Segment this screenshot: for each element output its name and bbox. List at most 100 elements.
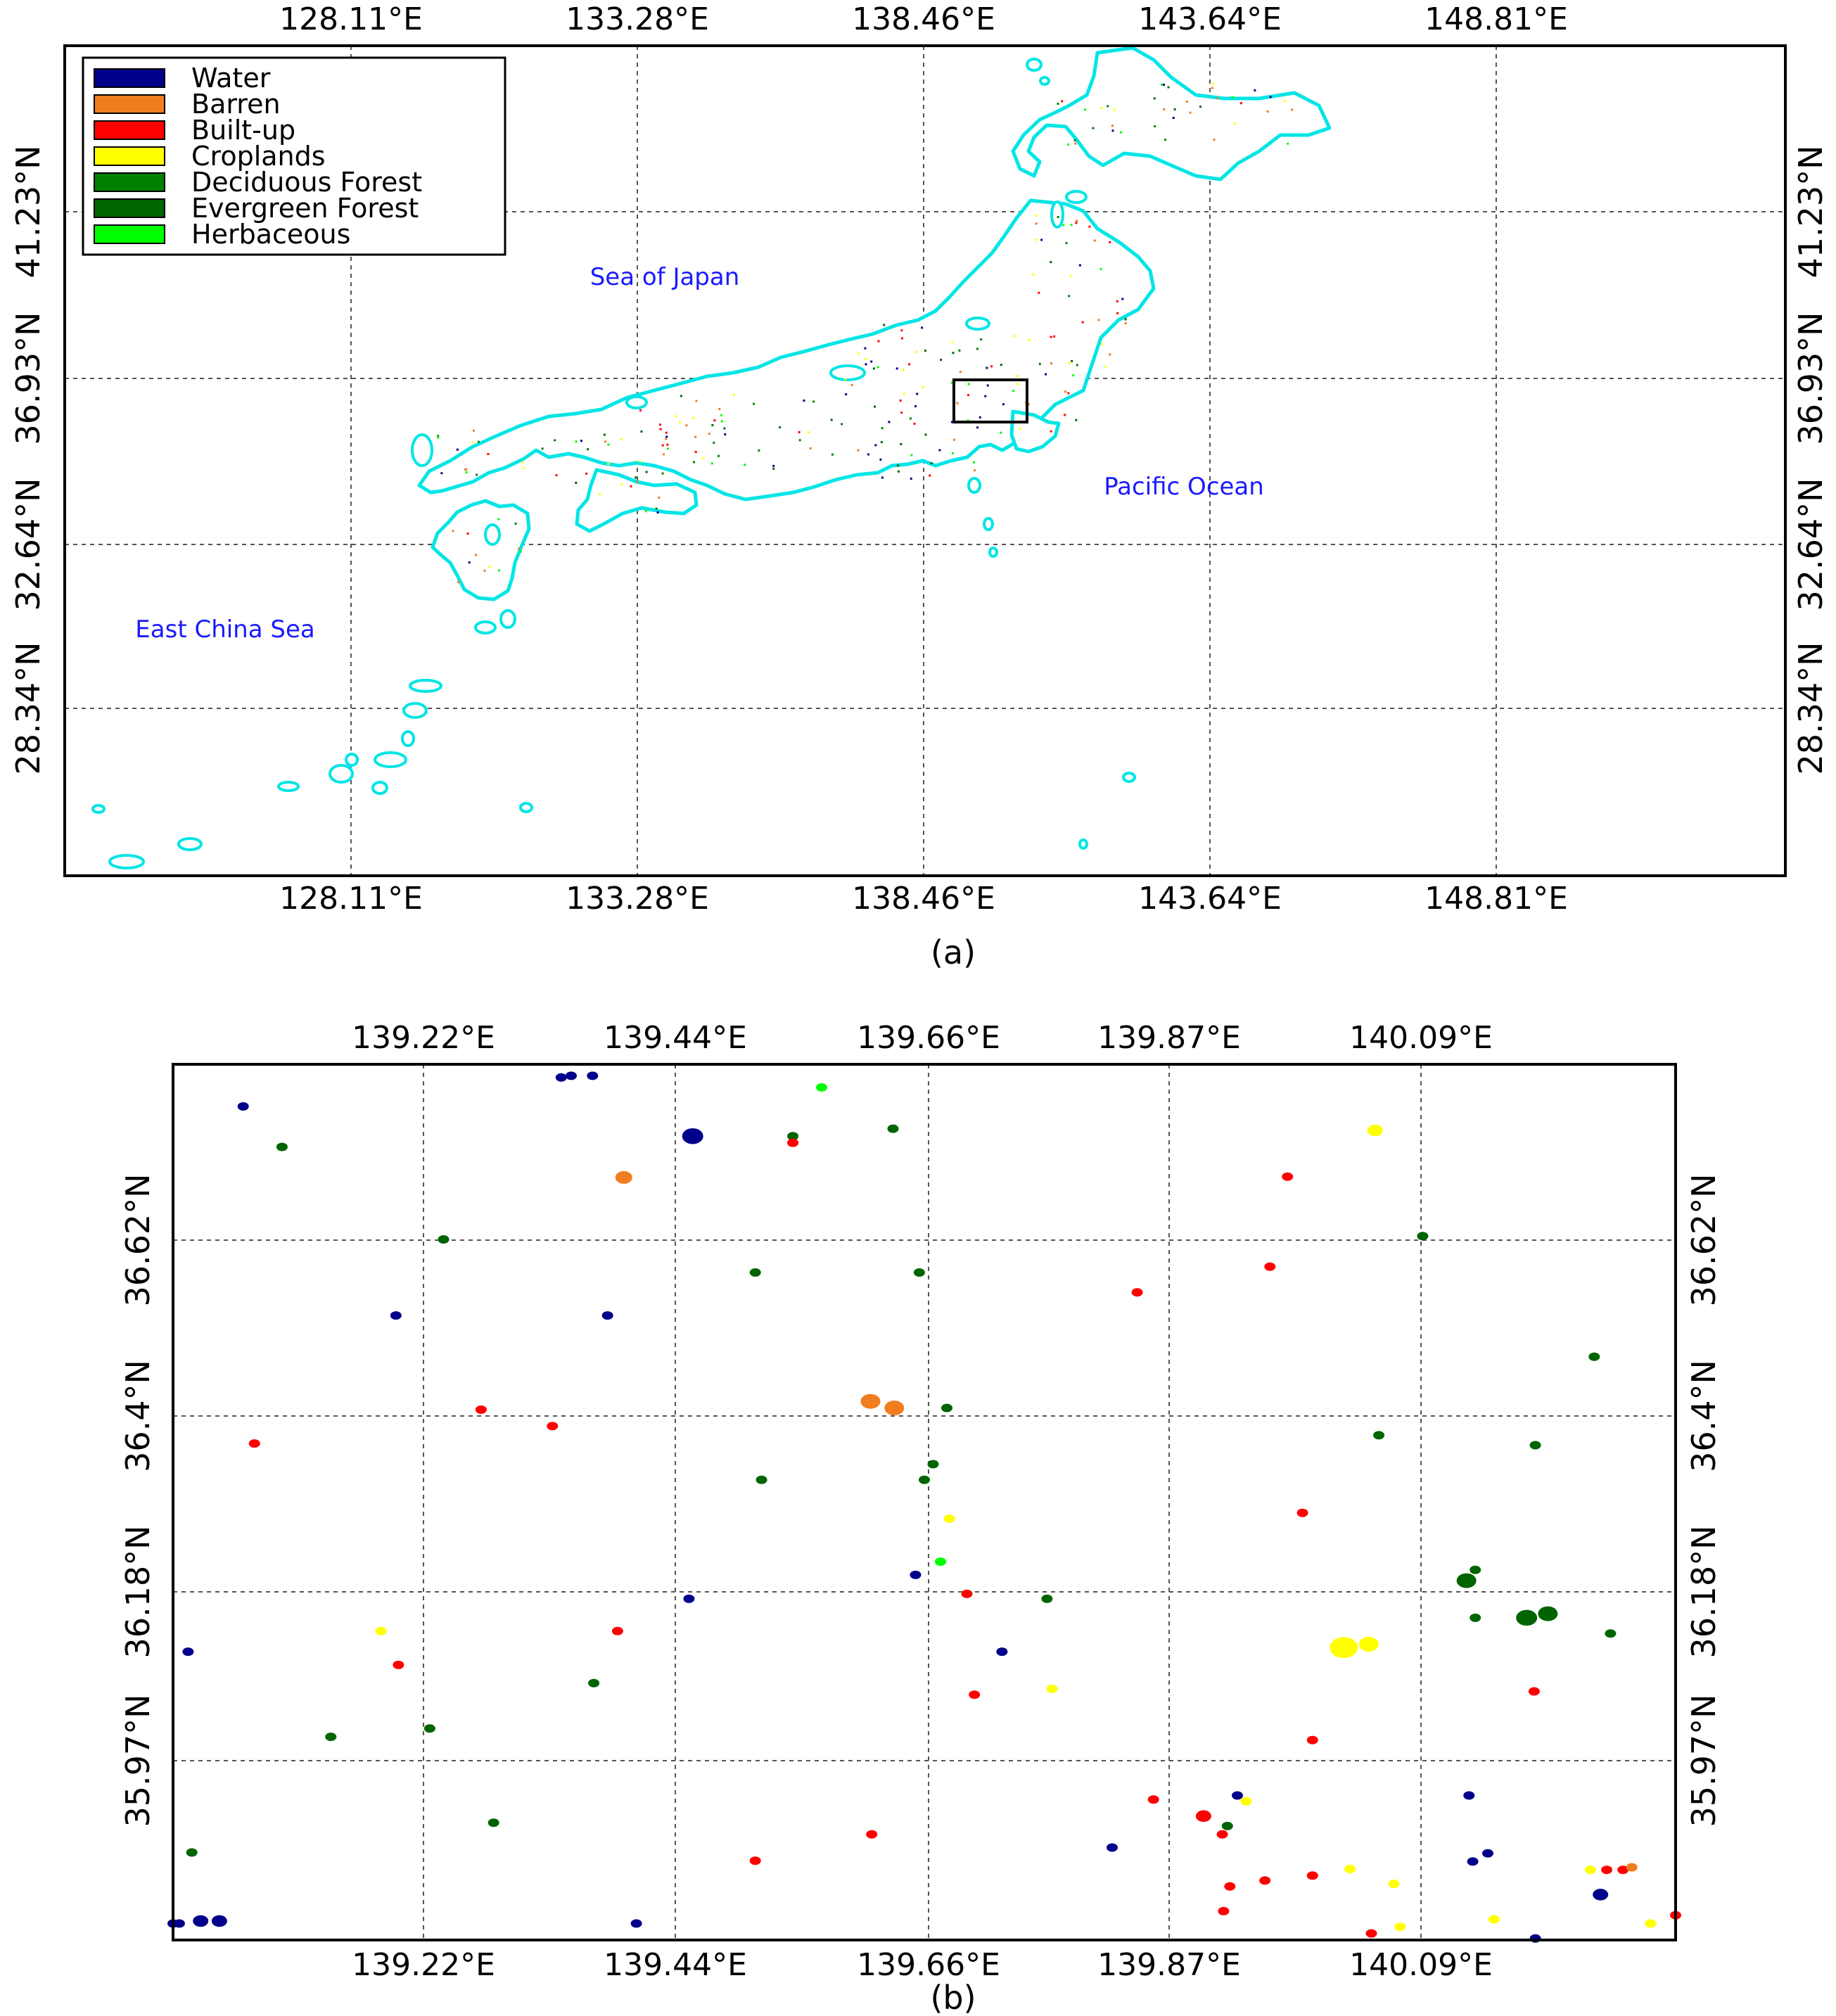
land-cover-point (935, 1557, 947, 1567)
panel-b: 139.22°E 139.44°E 139.66°E 139.87°E 140.… (119, 1020, 1723, 2016)
land-cover-speck (732, 394, 735, 396)
land-cover-point (193, 1915, 209, 1927)
x-tick-label: 139.87°E (1097, 1947, 1241, 1983)
land-cover-speck (1107, 105, 1109, 108)
land-cover-speck (1121, 298, 1124, 300)
land-cover-speck (1062, 224, 1065, 227)
land-cover-speck (658, 496, 661, 499)
land-cover-speck (630, 485, 632, 487)
panel-a-caption: (a) (931, 933, 976, 971)
land-cover-speck (541, 447, 544, 450)
land-cover-speck (1216, 97, 1218, 100)
x-tick-label: 148.81°E (1424, 1, 1568, 37)
panel-b-right-ticks: 36.62°N 36.4°N 36.18°N 35.97°N (1685, 1173, 1723, 1827)
land-cover-point (1588, 1352, 1600, 1361)
land-cover-speck (718, 408, 721, 410)
land-cover-point (1358, 1637, 1379, 1652)
land-cover-speck (575, 481, 578, 484)
land-cover-speck (1057, 216, 1059, 219)
land-cover-point (756, 1475, 767, 1484)
land-cover-point (1330, 1637, 1358, 1659)
y-tick-label: 41.23°N (9, 145, 47, 278)
land-cover-speck (575, 440, 578, 443)
land-cover-speck (910, 454, 913, 457)
panel-b-left-ticks: 36.62°N 36.4°N 36.18°N 35.97°N (119, 1173, 157, 1827)
land-cover-speck (1070, 224, 1073, 227)
land-cover-speck (475, 554, 477, 556)
land-cover-point (1585, 1865, 1596, 1875)
land-cover-speck (659, 428, 662, 430)
y-tick-label: 36.18°N (119, 1525, 157, 1658)
land-cover-speck (640, 430, 643, 433)
panel-b-bottom-ticks: 139.22°E 139.44°E 139.66°E 139.87°E 140.… (352, 1947, 1493, 1983)
land-cover-point (682, 1128, 703, 1144)
land-cover-speck (585, 472, 588, 475)
land-cover-speck (967, 383, 970, 385)
land-cover-speck (874, 444, 877, 447)
land-cover-speck (713, 441, 715, 444)
land-cover-speck (1269, 96, 1272, 98)
land-cover-point (630, 1919, 642, 1928)
land-cover-speck (1211, 87, 1213, 89)
land-cover-point (1617, 1865, 1629, 1875)
land-cover-speck (466, 532, 469, 535)
hokkaido (1011, 46, 1332, 181)
land-cover-speck (1163, 108, 1166, 110)
land-cover-speck (921, 326, 924, 329)
land-cover-speck (753, 402, 755, 405)
land-cover-speck (841, 423, 843, 426)
panel-b-gridlines (173, 1064, 1676, 1940)
land-cover-point (1259, 1876, 1271, 1885)
land-cover-point (961, 1589, 973, 1598)
land-cover-speck (1035, 215, 1038, 217)
land-cover-speck (437, 435, 440, 438)
land-cover-speck (1093, 239, 1096, 242)
land-cover-point (816, 1083, 827, 1092)
land-cover-speck (1074, 142, 1077, 145)
land-cover-point (1394, 1922, 1406, 1932)
land-cover-speck (1070, 274, 1073, 277)
land-cover-point (787, 1132, 799, 1141)
land-cover-speck (857, 449, 860, 452)
land-cover-speck (953, 438, 955, 441)
land-cover-speck (1075, 222, 1078, 224)
land-cover-point (1195, 1810, 1211, 1823)
land-cover-point (1593, 1889, 1609, 1901)
land-cover-point (1344, 1865, 1356, 1873)
y-tick-label: 36.93°N (1792, 312, 1830, 445)
land-cover-speck (452, 530, 454, 532)
land-cover-speck (437, 436, 440, 439)
land-cover-point (910, 1570, 922, 1579)
land-cover-speck (910, 478, 912, 480)
land-cover-speck (1254, 89, 1256, 91)
land-cover-speck (976, 426, 979, 429)
land-cover-speck (857, 352, 860, 355)
land-cover-speck (914, 405, 917, 408)
panel-a-bottom-ticks: 128.11°E 133.28°E 138.46°E 143.64°E 148.… (279, 881, 1568, 917)
x-tick-label: 139.44°E (604, 1947, 747, 1983)
land-cover-speck (1050, 362, 1053, 365)
land-cover-speck (798, 439, 801, 442)
land-cover-speck (465, 471, 468, 474)
panel-a-left-ticks: 41.23°N 36.93°N 32.64°N 28.34°N (9, 145, 47, 774)
land-cover-speck (620, 438, 623, 440)
land-cover-speck (901, 337, 903, 340)
land-cover-speck (1073, 139, 1076, 141)
land-cover-speck (599, 492, 601, 495)
land-cover-speck (1097, 319, 1100, 321)
land-cover-speck (691, 417, 694, 420)
land-cover-speck (663, 453, 665, 456)
land-cover-speck (587, 448, 589, 451)
land-cover-point (475, 1405, 487, 1414)
land-cover-speck (440, 472, 443, 475)
land-cover-speck (1068, 362, 1071, 364)
land-cover-speck (899, 400, 902, 402)
land-cover-speck (976, 347, 978, 350)
land-cover-point (325, 1733, 337, 1742)
land-cover-point (1482, 1849, 1493, 1858)
x-tick-label: 133.28°E (566, 881, 709, 917)
legend-label: Built-up (191, 115, 295, 146)
